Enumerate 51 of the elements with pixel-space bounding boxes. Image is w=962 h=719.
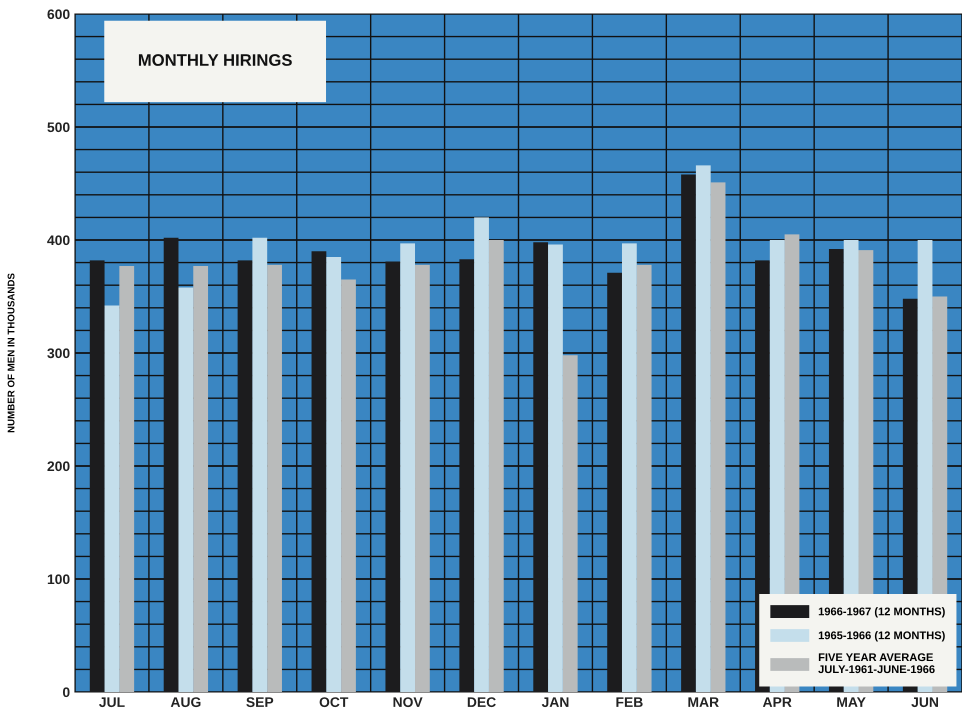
x-tick-label: JUL bbox=[99, 697, 125, 708]
bar bbox=[178, 287, 194, 692]
bar bbox=[400, 243, 416, 692]
legend-label: 1965-1966 (12 MONTHS) bbox=[818, 631, 945, 642]
y-tick-label: 300 bbox=[47, 348, 70, 358]
y-tick-label: 200 bbox=[47, 461, 70, 472]
bar bbox=[474, 217, 489, 692]
bar bbox=[341, 280, 356, 692]
bar bbox=[385, 261, 400, 692]
bar bbox=[415, 264, 430, 692]
bar bbox=[164, 238, 178, 692]
bar bbox=[267, 264, 282, 692]
bar bbox=[636, 264, 652, 692]
x-tick-label: JAN bbox=[542, 697, 568, 708]
y-tick-label: 600 bbox=[47, 9, 70, 20]
bar bbox=[710, 182, 726, 692]
bar bbox=[696, 165, 711, 692]
y-tick-label: 400 bbox=[47, 235, 70, 246]
bar bbox=[90, 260, 105, 692]
x-tick-label: APR bbox=[762, 697, 792, 707]
bar bbox=[607, 272, 622, 692]
x-tick-label: MAR bbox=[688, 697, 719, 707]
bar bbox=[193, 266, 208, 692]
bar bbox=[681, 174, 696, 692]
bar bbox=[326, 256, 342, 692]
x-tick-label: DEC bbox=[468, 697, 496, 708]
y-axis-title: NUMBER OF MEN IN THOUSANDS bbox=[8, 273, 14, 432]
x-tick-label: FEB bbox=[616, 697, 643, 707]
x-tick-label: MAY bbox=[837, 697, 866, 707]
x-tick-label: AUG bbox=[170, 697, 200, 708]
legend-label: 1966-1967 (12 MONTHS) bbox=[818, 607, 945, 618]
bar bbox=[252, 238, 268, 692]
x-tick-label: JUN bbox=[911, 697, 938, 708]
legend-label: FIVE YEAR AVERAGE JULY-1961-JUNE-1966 bbox=[818, 653, 935, 674]
bar bbox=[533, 242, 548, 692]
y-tick-label: 100 bbox=[48, 574, 70, 584]
bar bbox=[622, 243, 637, 692]
x-tick-label: NOV bbox=[394, 697, 423, 708]
bar bbox=[488, 240, 504, 692]
y-tick-label: 0 bbox=[62, 687, 70, 698]
bar bbox=[119, 266, 134, 692]
bar bbox=[562, 355, 578, 692]
x-tick-label: SEP bbox=[246, 697, 274, 708]
bar bbox=[312, 251, 326, 692]
text: MONTHLY HIRINGS bbox=[138, 54, 292, 66]
y-tick-label: 500 bbox=[47, 122, 70, 132]
bar bbox=[459, 259, 474, 692]
x-tick-label: OCT bbox=[320, 697, 348, 708]
bar bbox=[104, 306, 120, 692]
bar bbox=[238, 260, 252, 692]
bar bbox=[548, 244, 563, 692]
